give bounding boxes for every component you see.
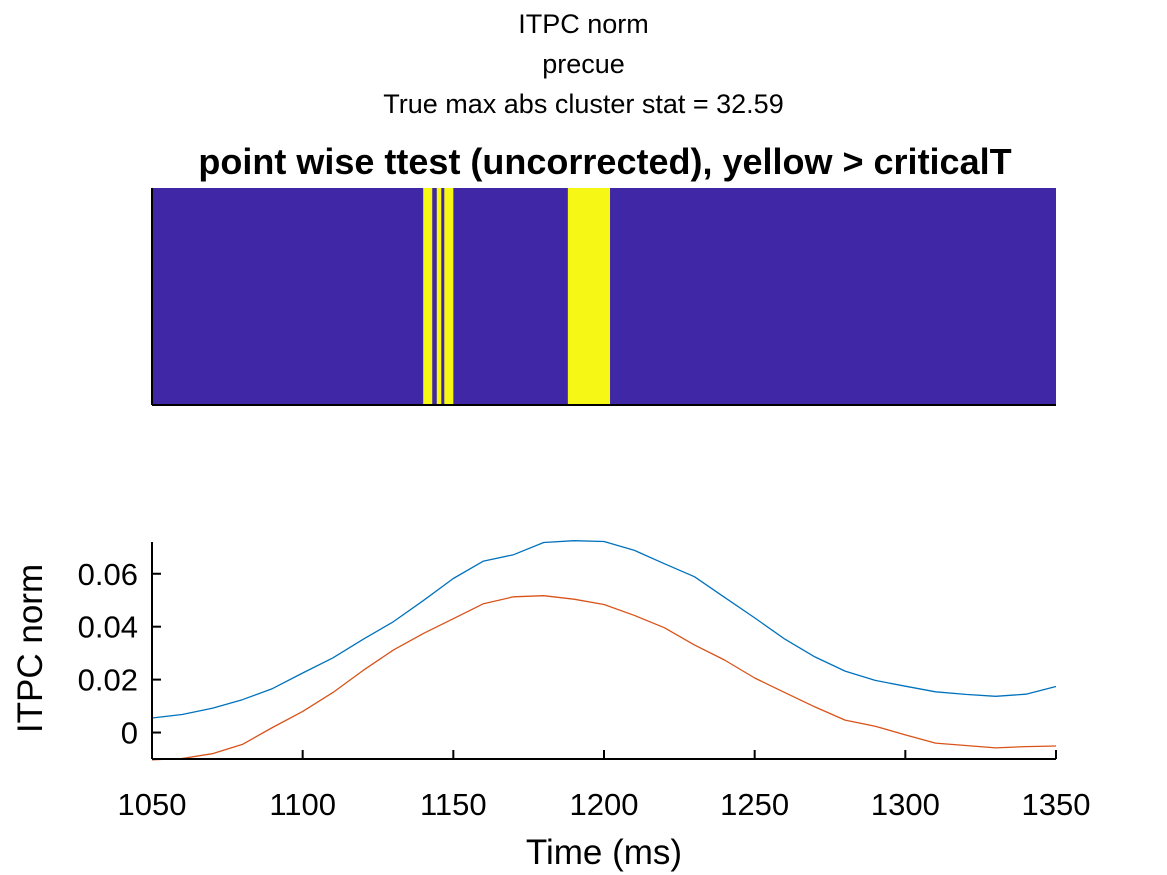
x-tick-label-1350: 1350 [1022,787,1091,822]
series-line-1 [151,540,1057,719]
significant-band-3 [444,188,454,405]
figure-title-line-3: True max abs cluster stat = 32.59 [383,89,784,119]
y-tick-label-3: 0.06 [78,557,138,592]
x-tick-label-1150: 1150 [420,787,487,822]
significant-band-4 [567,188,611,405]
significant-band-1 [423,188,433,405]
y-tick-label-1: 0.02 [78,663,138,698]
x-tick-label-1100: 1100 [269,787,336,822]
x-tick-label-1300: 1300 [871,787,940,822]
x-tick-label-1200: 1200 [570,787,639,822]
figure-title-line-1: ITPC norm [518,9,649,39]
line-plot: 1050 1100 1150 1200 1250 1300 1350 0 0.02 0.04 0.0… [11,540,1091,872]
figure-title-line-2: precue [542,49,625,79]
y-axis-label: ITPC norm [11,564,50,733]
heatmap-title: point wise ttest (uncorrected), yellow >… [198,141,1012,182]
series-line-2 [151,595,1057,761]
x-tick-label-1250: 1250 [720,787,789,822]
x-axis-label: Time (ms) [526,833,682,872]
significance-heatmap [151,188,1056,406]
x-tick-label-1050: 1050 [118,787,187,822]
y-tick-label-2: 0.04 [78,610,138,645]
significant-band-2 [436,188,442,405]
y-tick-label-0: 0 [121,716,138,751]
